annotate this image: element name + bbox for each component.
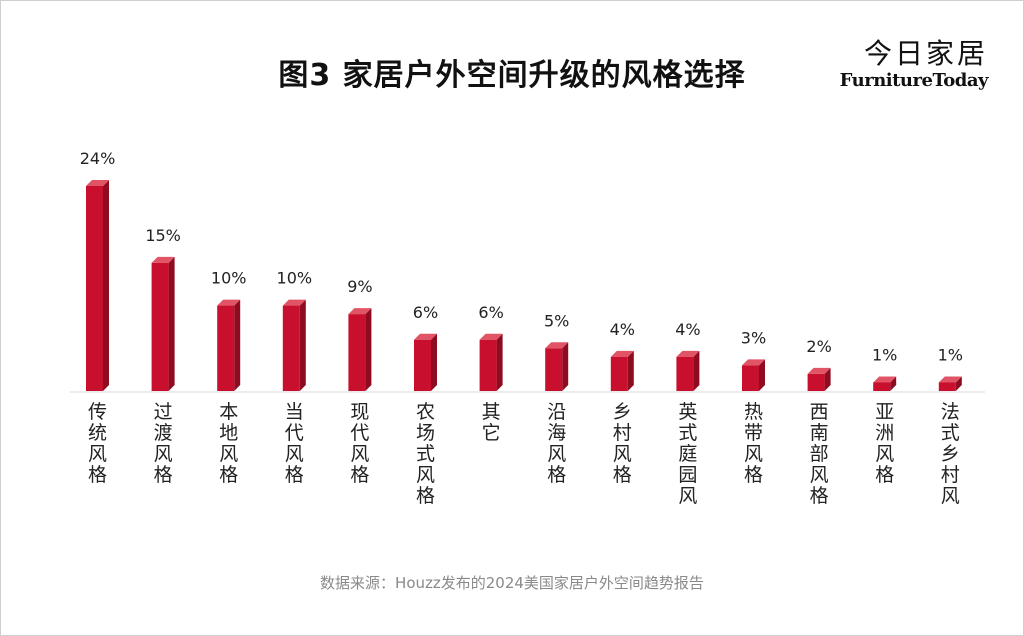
brand-logo: 今日家居 FurnitureToday [839,37,989,92]
bar-side [431,333,437,391]
category-label: 现代风格 [350,401,369,486]
bar-top [938,376,962,383]
category-label: 过渡风格 [154,401,173,486]
category-label: 本地风格 [219,401,238,486]
bar-top [282,299,306,306]
data-label: 4% [610,320,635,339]
bar [807,373,825,391]
bar-top [807,367,831,374]
category-label: 其它 [482,401,501,444]
bar [938,382,956,391]
category-label: 英式庭园风 [678,401,697,507]
chart-title: 图3 家居户外空间升级的风格选择 [278,58,746,93]
bar-top [873,376,897,383]
category-label: 热带风格 [744,401,763,486]
bar-top [217,299,241,306]
bar-top [348,308,372,315]
bar [414,339,431,391]
category-label: 传统风格 [88,401,107,486]
bar-top [742,359,765,366]
bar-top [545,342,569,349]
bar-top [414,333,437,340]
data-label: 1% [872,345,897,364]
category-label: 乡村风格 [613,401,632,486]
data-label: 10% [277,269,313,288]
data-label: 15% [145,226,181,245]
data-label: 3% [741,328,766,347]
bar-side [365,308,372,391]
category-label: 法式乡村风 [941,401,960,507]
data-label: 24% [80,149,116,168]
logo-english-text: FurnitureToday [839,70,989,92]
bar-top [676,350,700,357]
category-label: 沿海风格 [547,401,566,486]
bar-side [627,350,634,391]
bar-side [168,256,175,391]
bar-top [479,333,503,340]
logo-en-part1: Furniture [839,70,933,91]
bar [873,382,891,391]
bar [217,305,235,391]
bar-top [86,180,109,186]
data-label: 1% [938,345,963,364]
bar [742,365,759,391]
bar-side [693,350,700,391]
bar [676,356,694,391]
bar [348,314,366,391]
bar [545,348,563,391]
bar [479,339,497,391]
bar-side [955,376,962,391]
bar [86,186,103,391]
data-label: 9% [347,277,372,296]
bar-top [151,256,175,263]
bar [610,356,628,391]
bar-side [824,367,831,391]
logo-chinese-text: 今日家居 [863,37,988,70]
category-label: 亚洲风格 [875,401,894,486]
bar-side [299,299,306,391]
data-label: 5% [544,311,569,330]
data-source-note: 数据来源：Houzz发布的2024美国家居户外空间趋势报告 [320,574,704,592]
bar [282,305,300,391]
bar-side [890,376,897,391]
logo-en-part2: Today [932,70,988,91]
data-label: 4% [675,320,700,339]
bar-side [234,299,241,391]
bar-side [562,342,569,391]
category-label: 西南部风格 [810,401,829,507]
bar-side [759,359,765,391]
data-label: 6% [478,303,503,322]
data-label: 6% [413,303,438,322]
data-label: 2% [806,337,831,356]
data-label: 10% [211,269,247,288]
category-label: 当代风格 [285,401,304,486]
bar-side [103,180,109,391]
bar-side [496,333,503,391]
bar [151,262,169,391]
bar-top [610,350,634,357]
category-label: 农场式风格 [416,401,435,507]
